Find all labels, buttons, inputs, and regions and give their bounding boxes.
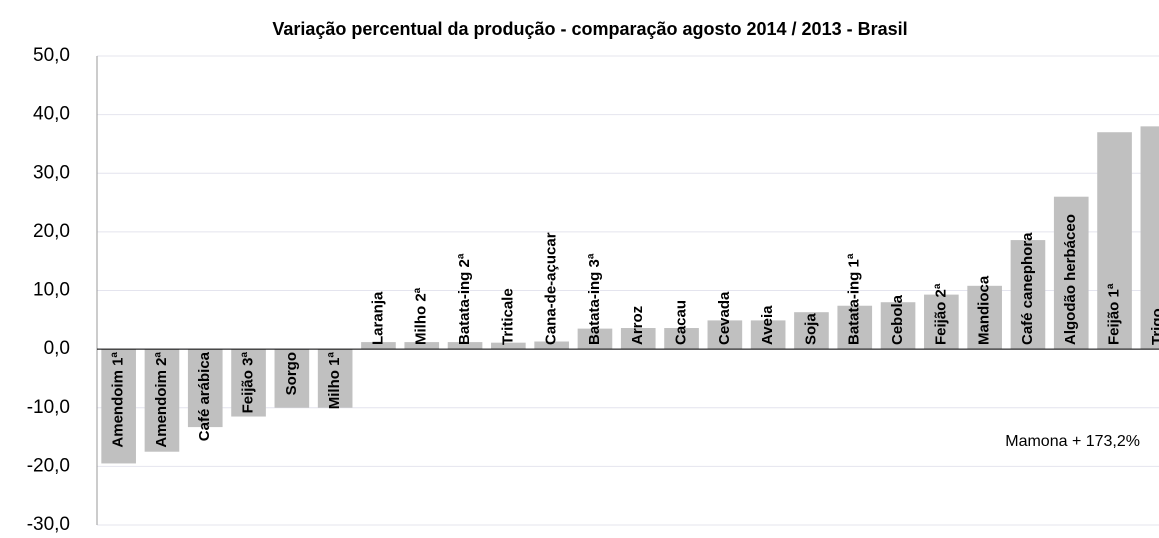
bar	[1140, 126, 1159, 350]
bar	[361, 342, 396, 350]
x-tick-label: Amendoim 1ª	[110, 352, 127, 448]
x-tick-label: Algodão herbáceo	[1062, 214, 1079, 345]
bar	[491, 342, 526, 350]
x-tick-label: Mandioca	[976, 275, 993, 345]
x-tick-label: Soja	[802, 313, 819, 345]
x-tick-label: Cevada	[716, 291, 733, 345]
bar	[144, 349, 180, 452]
x-tick-label: Sorgo	[283, 352, 300, 395]
bar	[187, 349, 223, 428]
x-tick-label: Cana-de-açucar	[543, 232, 560, 345]
bar	[404, 342, 440, 350]
y-tick-label: -30,0	[27, 514, 70, 535]
bar	[750, 320, 786, 350]
bar	[880, 302, 916, 350]
x-tick-label: Cebola	[889, 294, 906, 345]
annotation: Mamona + 173,2%	[1005, 433, 1140, 450]
x-tick-label: Feijão 1ª	[1106, 283, 1123, 345]
bar	[924, 294, 959, 350]
y-tick-label: 20,0	[33, 221, 70, 242]
bar	[1010, 240, 1046, 350]
x-tick-label: Batata-ing 1ª	[846, 253, 863, 345]
x-tick-label: Triticale	[499, 288, 516, 345]
bar	[707, 320, 743, 350]
x-tick-label: Café arábica	[196, 351, 213, 441]
y-tick-label: 0,0	[44, 338, 70, 359]
bar	[837, 305, 873, 350]
y-tick-label: 50,0	[33, 45, 70, 66]
bar	[231, 349, 266, 417]
x-tick-label: Milho 1ª	[326, 352, 343, 410]
bar	[317, 349, 353, 408]
bar	[620, 328, 656, 350]
x-tick-label: Milho 2ª	[413, 287, 430, 345]
bar	[794, 312, 829, 350]
x-tick-label: Amendoim 2ª	[153, 352, 170, 448]
bar	[577, 328, 613, 350]
y-tick-label: 30,0	[33, 162, 70, 183]
x-tick-label: Cacau	[673, 300, 690, 345]
y-tick-label: 10,0	[33, 280, 70, 301]
bar	[534, 341, 569, 350]
x-tick-label: Arroz	[629, 306, 646, 345]
bar	[1097, 132, 1132, 350]
x-tick-label: Laranja	[369, 291, 386, 345]
y-tick-label: 40,0	[33, 104, 70, 125]
y-tick-label: -20,0	[27, 455, 70, 476]
x-tick-label: Aveia	[759, 305, 776, 345]
bar	[101, 349, 136, 464]
x-tick-label: Feijão 3ª	[240, 352, 257, 414]
bar	[664, 328, 699, 350]
bar	[274, 349, 310, 408]
x-tick-label: Café canephora	[1019, 232, 1036, 345]
x-tick-label: Trigo	[1149, 308, 1159, 345]
bar	[1053, 196, 1089, 350]
chart-title: Variação percentual da produção - compar…	[272, 19, 907, 39]
y-tick-label: -10,0	[27, 397, 70, 418]
x-tick-label: Batata-ing 2ª	[456, 253, 473, 345]
x-tick-label: Feijão 2ª	[932, 283, 949, 345]
x-tick-label: Batata-ing 3ª	[586, 253, 603, 345]
bar	[967, 285, 1002, 350]
bar	[447, 342, 483, 350]
